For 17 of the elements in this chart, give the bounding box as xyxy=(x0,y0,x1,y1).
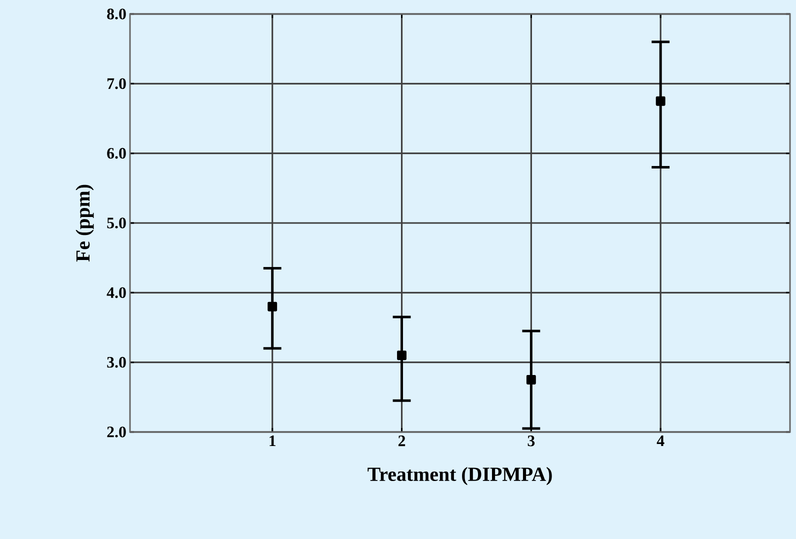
y-tick-label: 6.0 xyxy=(107,148,126,159)
point xyxy=(656,96,666,106)
x-tick-label: 2 xyxy=(398,436,406,446)
y-axis-title: Fe (ppm) xyxy=(76,184,94,262)
x-tick-label: 3 xyxy=(528,436,535,446)
y-tick-label: 3.0 xyxy=(107,356,126,368)
point xyxy=(526,375,536,384)
x-tick-label: 4 xyxy=(656,436,664,446)
x-axis-title: Treatment (DIPMPA) xyxy=(368,467,552,486)
y-tick-label: 4.0 xyxy=(106,287,126,298)
y-tick-label: 7.0 xyxy=(107,78,126,90)
y-tick-label: 8.0 xyxy=(107,8,126,20)
x-tick-label: 1 xyxy=(270,436,276,446)
point xyxy=(268,302,278,312)
point xyxy=(397,350,406,360)
y-tick-label: 2.0 xyxy=(107,426,126,438)
y-tick-label: 5.0 xyxy=(107,218,126,228)
